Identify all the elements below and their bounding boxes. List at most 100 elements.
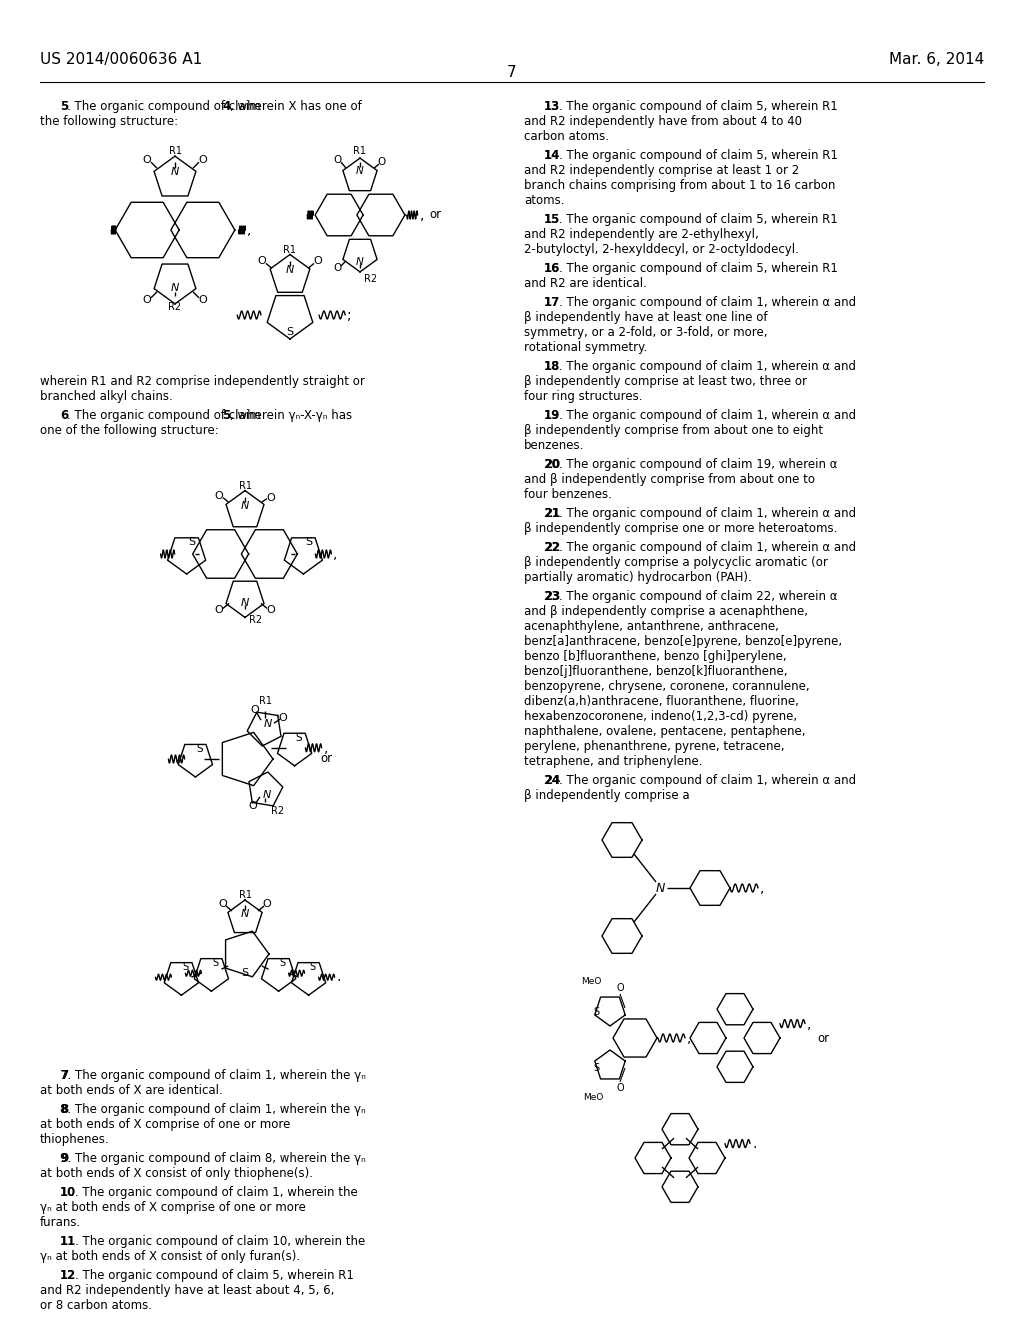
Text: O: O (616, 1082, 624, 1093)
Text: 8. The organic compound of claim 1, wherein the γₙ: 8. The organic compound of claim 1, wher… (60, 1104, 366, 1115)
Text: 14: 14 (544, 149, 560, 162)
Text: 19. The organic compound of claim 1, wherein α and: 19. The organic compound of claim 1, whe… (544, 409, 856, 422)
Text: 24. The organic compound of claim 1, wherein α and: 24. The organic compound of claim 1, whe… (544, 774, 856, 787)
Text: ,: , (334, 546, 338, 561)
Text: β independently comprise a polycyclic aromatic (or: β independently comprise a polycyclic ar… (524, 556, 827, 569)
Text: symmetry, or a 2-fold, or 3-fold, or more,: symmetry, or a 2-fold, or 3-fold, or mor… (524, 326, 768, 339)
Text: atoms.: atoms. (524, 194, 564, 207)
Text: 24: 24 (544, 774, 560, 787)
Text: ,: , (324, 741, 328, 755)
Text: O: O (262, 899, 271, 909)
Text: ;: ; (347, 308, 352, 322)
Text: S: S (182, 962, 188, 973)
Text: ,: , (687, 1031, 691, 1045)
Text: N: N (241, 500, 249, 511)
Text: and R2 are identical.: and R2 are identical. (524, 277, 647, 290)
Text: or: or (430, 209, 441, 222)
Text: β independently have at least one line of: β independently have at least one line o… (524, 312, 768, 323)
Text: 7: 7 (507, 65, 517, 81)
Text: and β independently comprise from about one to: and β independently comprise from about … (524, 473, 815, 486)
Text: ,: , (248, 223, 252, 238)
Text: MeO: MeO (584, 1093, 604, 1102)
Text: 2-butyloctyl, 2-hexylddecyl, or 2-octyldodecyl.: 2-butyloctyl, 2-hexylddecyl, or 2-octyld… (524, 243, 799, 256)
Text: γₙ at both ends of X comprise of one or more: γₙ at both ends of X comprise of one or … (40, 1201, 306, 1214)
Text: N: N (356, 257, 364, 267)
Text: hexabenzocoronene, indeno(1,2,3-cd) pyrene,: hexabenzocoronene, indeno(1,2,3-cd) pyre… (524, 710, 797, 723)
Text: O: O (313, 256, 323, 267)
Text: O: O (215, 491, 223, 500)
Text: . The organic compound of claim: . The organic compound of claim (67, 409, 264, 422)
Text: 17: 17 (544, 296, 560, 309)
Text: 23: 23 (544, 590, 560, 603)
Text: O: O (258, 256, 266, 267)
Text: β independently comprise a: β independently comprise a (524, 789, 689, 803)
Text: O: O (279, 713, 288, 723)
Text: 23. The organic compound of claim 22, wherein α: 23. The organic compound of claim 22, wh… (544, 590, 838, 603)
Text: 7. The organic compound of claim 1, wherein the γₙ: 7. The organic compound of claim 1, wher… (60, 1069, 366, 1082)
Text: N: N (171, 282, 179, 293)
Text: S: S (280, 958, 286, 968)
Text: 5: 5 (60, 100, 69, 114)
Text: and R2 independently have from about 4 to 40: and R2 independently have from about 4 t… (524, 115, 802, 128)
Text: O: O (616, 983, 624, 993)
Text: four ring structures.: four ring structures. (524, 389, 642, 403)
Text: N: N (263, 789, 271, 800)
Text: .: . (752, 1137, 757, 1151)
Text: ,: , (760, 880, 764, 895)
Text: and R2 independently comprise at least 1 or 2: and R2 independently comprise at least 1… (524, 164, 800, 177)
Text: at both ends of X comprise of one or more: at both ends of X comprise of one or mor… (40, 1118, 291, 1131)
Text: 7: 7 (60, 1069, 69, 1082)
Text: thiophenes.: thiophenes. (40, 1133, 110, 1146)
Text: 12. The organic compound of claim 5, wherein R1: 12. The organic compound of claim 5, whe… (60, 1269, 354, 1282)
Text: four benzenes.: four benzenes. (524, 488, 612, 502)
Text: 16: 16 (544, 261, 560, 275)
Text: S: S (212, 958, 218, 968)
Text: 11. The organic compound of claim 10, wherein the: 11. The organic compound of claim 10, wh… (60, 1236, 366, 1247)
Text: N: N (655, 882, 665, 895)
Text: N: N (171, 168, 179, 177)
Text: at both ends of X consist of only thiophene(s).: at both ends of X consist of only thioph… (40, 1167, 313, 1180)
Text: branched alkyl chains.: branched alkyl chains. (40, 389, 173, 403)
Text: 21. The organic compound of claim 1, wherein α and: 21. The organic compound of claim 1, whe… (544, 507, 856, 520)
Text: β independently comprise from about one to eight: β independently comprise from about one … (524, 424, 823, 437)
Text: 16. The organic compound of claim 5, wherein R1: 16. The organic compound of claim 5, whe… (544, 261, 838, 275)
Text: 21: 21 (544, 507, 560, 520)
Text: R1: R1 (169, 147, 181, 156)
Text: benz[a]anthracene, benzo[e]pyrene, benzo[e]pyrene,: benz[a]anthracene, benzo[e]pyrene, benzo… (524, 635, 842, 648)
Text: R2: R2 (168, 302, 181, 312)
Text: O: O (219, 899, 227, 909)
Text: N: N (356, 166, 364, 176)
Text: 22. The organic compound of claim 1, wherein α and: 22. The organic compound of claim 1, whe… (544, 541, 856, 554)
Text: S: S (287, 327, 294, 337)
Text: R1: R1 (258, 696, 271, 706)
Text: carbon atoms.: carbon atoms. (524, 129, 609, 143)
Text: perylene, phenanthrene, pyrene, tetracene,: perylene, phenanthrene, pyrene, tetracen… (524, 741, 784, 752)
Text: benzo[j]fluoranthene, benzo[k]fluoranthene,: benzo[j]fluoranthene, benzo[k]fluoranthe… (524, 665, 787, 678)
Text: N: N (286, 265, 294, 276)
Text: rotational symmetry.: rotational symmetry. (524, 341, 647, 354)
Text: O: O (199, 294, 208, 305)
Text: or: or (319, 752, 332, 766)
Text: O: O (199, 156, 208, 165)
Text: 19: 19 (544, 409, 560, 422)
Text: partially aromatic) hydrocarbon (PAH).: partially aromatic) hydrocarbon (PAH). (524, 572, 752, 583)
Text: at both ends of X are identical.: at both ends of X are identical. (40, 1084, 223, 1097)
Text: O: O (378, 157, 386, 168)
Text: .: . (337, 970, 341, 985)
Text: 18. The organic compound of claim 1, wherein α and: 18. The organic compound of claim 1, whe… (544, 360, 856, 374)
Text: 5: 5 (222, 409, 230, 422)
Text: O: O (334, 263, 342, 273)
Text: 20. The organic compound of claim 19, wherein α: 20. The organic compound of claim 19, wh… (544, 458, 838, 471)
Text: 9. The organic compound of claim 8, wherein the γₙ: 9. The organic compound of claim 8, wher… (60, 1152, 366, 1166)
Text: , wherein γₙ-X-γₙ has: , wherein γₙ-X-γₙ has (230, 409, 352, 422)
Text: 12: 12 (60, 1269, 76, 1282)
Text: 14. The organic compound of claim 5, wherein R1: 14. The organic compound of claim 5, whe… (544, 149, 838, 162)
Text: and β independently comprise a acenaphthene,: and β independently comprise a acenaphth… (524, 605, 808, 618)
Text: branch chains comprising from about 1 to 16 carbon: branch chains comprising from about 1 to… (524, 180, 836, 191)
Text: O: O (251, 705, 259, 715)
Text: O: O (142, 156, 152, 165)
Text: , wherein X has one of: , wherein X has one of (230, 100, 361, 114)
Text: 13. The organic compound of claim 5, wherein R1: 13. The organic compound of claim 5, whe… (544, 100, 838, 114)
Text: S: S (305, 537, 312, 546)
Text: 15. The organic compound of claim 5, wherein R1: 15. The organic compound of claim 5, whe… (544, 213, 838, 226)
